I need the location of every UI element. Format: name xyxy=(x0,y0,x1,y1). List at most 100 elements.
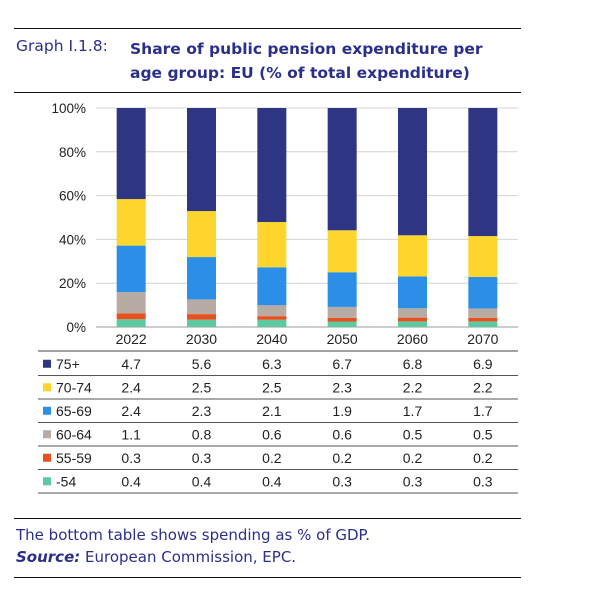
legend-label: 70-74 xyxy=(56,379,92,395)
table-cell: 6.9 xyxy=(473,356,493,372)
legend-swatch xyxy=(43,406,51,415)
bar-segment xyxy=(327,272,357,307)
bar-segment xyxy=(116,245,146,293)
legend-label: -54 xyxy=(56,473,76,489)
bar-segment xyxy=(257,319,287,327)
bar-segment xyxy=(398,235,427,277)
table-cell: 0.5 xyxy=(473,426,493,442)
table-cell: 2.4 xyxy=(121,403,141,419)
legend-label: 60-64 xyxy=(56,426,92,442)
bar-segment xyxy=(116,108,146,200)
bar-segment xyxy=(468,236,498,277)
x-axis-ticks: 2022 2030 2040 2050 2060 2070 xyxy=(116,331,499,347)
legend-swatch xyxy=(43,359,51,368)
table-cell: 0.4 xyxy=(121,473,141,489)
bar-segment xyxy=(257,108,287,223)
y-axis-ticks: 0% 20% 40% 60% 80% 100% xyxy=(51,101,86,335)
x-tick-label: 2050 xyxy=(327,331,358,347)
table-cell: 1.7 xyxy=(473,403,493,419)
bar-segment xyxy=(257,305,287,317)
table-cell: 0.4 xyxy=(262,473,282,489)
bar-segment xyxy=(327,306,357,318)
chart-title-line2: age group: EU (% of total expenditure) xyxy=(130,64,470,82)
x-tick-label: 2030 xyxy=(186,331,217,347)
bar-segment xyxy=(398,108,427,236)
legend-swatch xyxy=(43,430,51,439)
bar-segment xyxy=(187,319,216,327)
grid-lines xyxy=(96,107,518,328)
x-tick-label: 2060 xyxy=(397,331,428,347)
source-text: European Commission, EPC. xyxy=(85,548,297,566)
bar-segment xyxy=(257,222,287,268)
bar-segment xyxy=(116,313,146,320)
bar-segment xyxy=(187,314,216,320)
table-cell: 2.5 xyxy=(262,379,282,395)
bar-segment xyxy=(398,321,427,327)
legend-swatch xyxy=(43,383,51,392)
graph-label: Graph I.1.8: xyxy=(16,37,108,55)
table-cell: 1.1 xyxy=(121,426,141,442)
table-cell: 0.8 xyxy=(192,426,212,442)
table-cell: 6.8 xyxy=(403,356,423,372)
table-cell: 0.2 xyxy=(262,450,282,466)
bar-segment xyxy=(116,319,146,327)
table-cell: 0.3 xyxy=(403,473,423,489)
bar-segment xyxy=(398,317,427,322)
table-cell: 2.2 xyxy=(473,379,493,395)
chart-title-line1: Share of public pension expenditure per xyxy=(130,40,483,58)
table-cell: 0.5 xyxy=(403,426,423,442)
y-tick-label: 0% xyxy=(66,320,86,335)
table-cell: 6.3 xyxy=(262,356,282,372)
table-cell: 2.2 xyxy=(403,379,423,395)
table-cell: 2.3 xyxy=(332,379,352,395)
bar-segment xyxy=(327,230,357,273)
bar-segment xyxy=(187,108,216,212)
bars xyxy=(116,108,498,327)
y-tick-label: 100% xyxy=(51,101,86,116)
table-cell: 5.6 xyxy=(192,356,212,372)
y-tick-label: 20% xyxy=(59,276,86,291)
data-table: 75+ 4.7 5.6 6.3 6.7 6.8 6.9 70-74 2.4 2.5 2.5 2.3 2.… xyxy=(38,350,518,494)
table-cell: 0.6 xyxy=(262,426,282,442)
bar-segment xyxy=(116,292,146,314)
table-cell: 0.6 xyxy=(332,426,352,442)
bar-segment xyxy=(327,321,357,327)
bar-segment xyxy=(257,267,287,306)
legend-label: 75+ xyxy=(56,356,80,372)
table-cell: 0.2 xyxy=(403,450,423,466)
table-cell: 1.7 xyxy=(403,403,423,419)
table-cell: 0.3 xyxy=(192,450,212,466)
y-tick-label: 80% xyxy=(59,145,86,160)
bar-segment xyxy=(116,199,146,246)
bar-segment xyxy=(468,276,498,309)
bar-segment xyxy=(187,257,216,300)
bar-segment xyxy=(468,321,498,327)
table-cell: 2.5 xyxy=(192,379,212,395)
legend-label: 55-59 xyxy=(56,450,92,466)
footnote: The bottom table shows spending as % of … xyxy=(16,526,371,544)
table-cell: 2.3 xyxy=(192,403,212,419)
bar-segment xyxy=(187,299,216,315)
bottom-rule xyxy=(14,577,521,578)
x-tick-label: 2022 xyxy=(116,331,147,347)
top-rule xyxy=(14,28,521,29)
table-cell: 0.3 xyxy=(121,450,141,466)
footer-rule xyxy=(14,518,521,519)
bar-segment xyxy=(468,108,498,237)
bar-segment xyxy=(468,308,498,318)
title-rule xyxy=(14,92,521,93)
table-cell: 0.3 xyxy=(473,473,493,489)
bar-segment xyxy=(398,276,427,309)
table-cell: 1.9 xyxy=(332,403,352,419)
table-cell: 0.2 xyxy=(473,450,493,466)
table-cell: 6.7 xyxy=(332,356,352,372)
bar-segment xyxy=(187,211,216,258)
chart-title: Share of public pension expenditure per … xyxy=(130,37,520,85)
legend-label: 65-69 xyxy=(56,403,92,419)
table-cell: 2.4 xyxy=(121,379,141,395)
table-cell: 4.7 xyxy=(121,356,141,372)
legend-swatch xyxy=(43,453,51,462)
table-cell: 0.3 xyxy=(332,473,352,489)
stacked-bar-chart: 0%20%40%60%80%100% 2022 2030 2040 2050 2060 2… xyxy=(38,101,518,494)
bar-segment xyxy=(327,108,357,231)
